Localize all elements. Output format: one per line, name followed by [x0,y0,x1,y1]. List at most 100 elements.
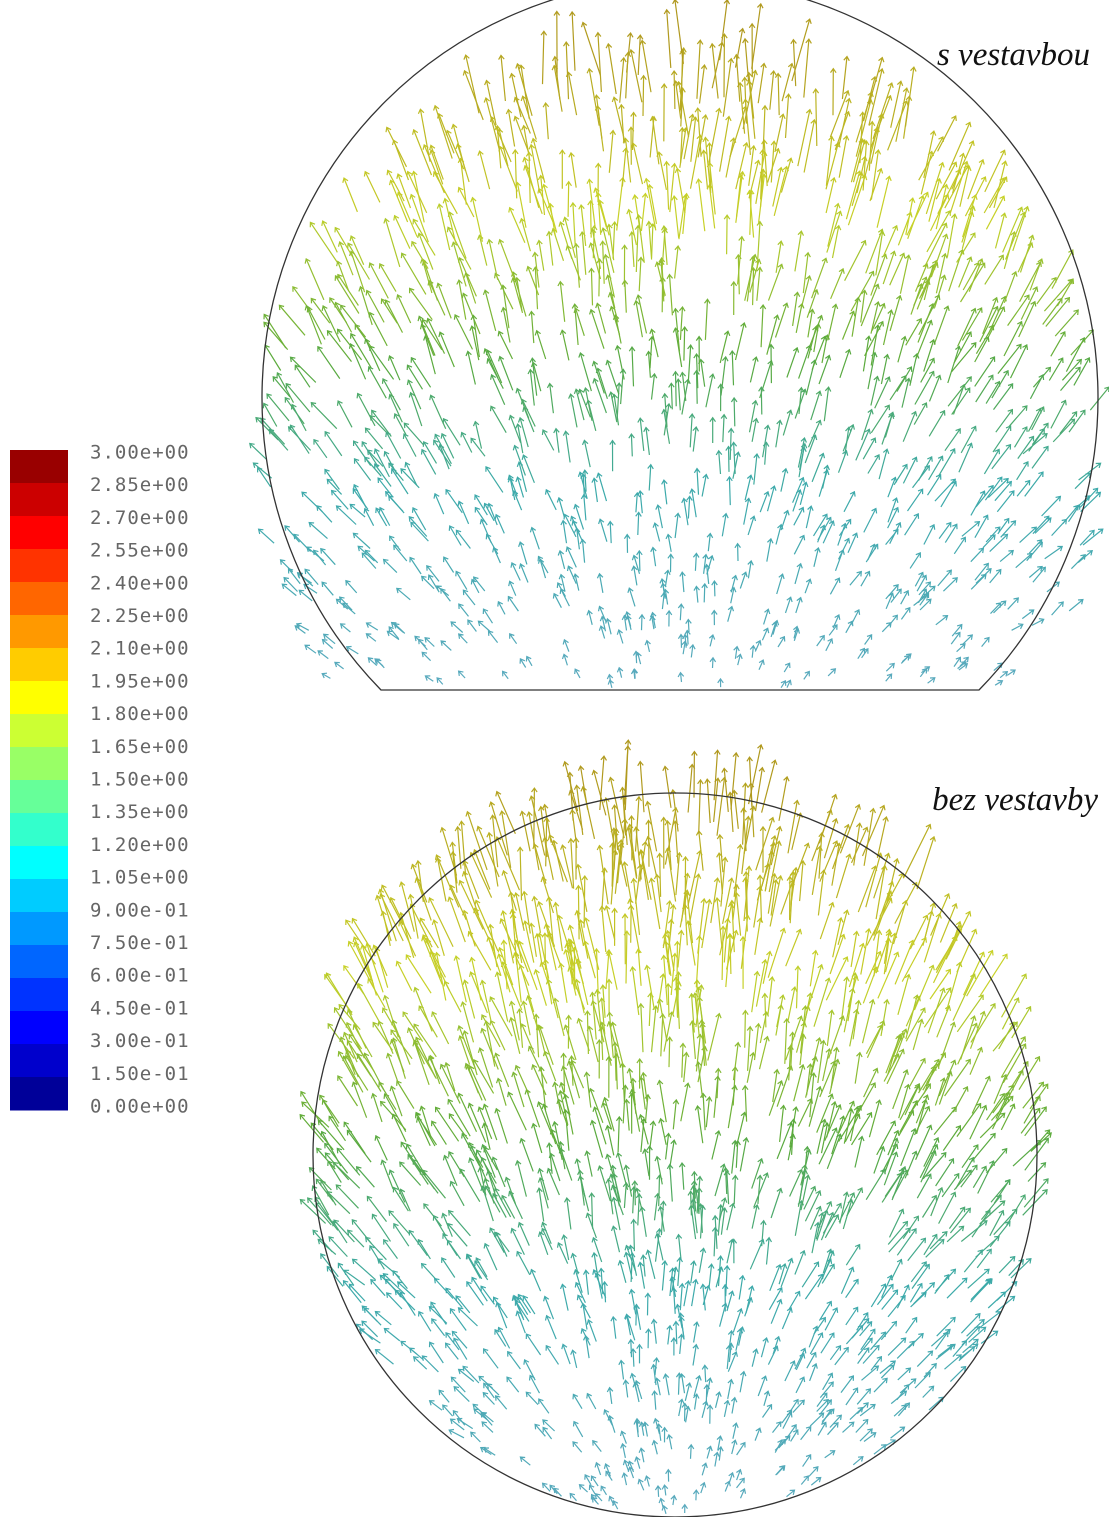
velocity-vector [780,1257,794,1288]
velocity-vector [517,416,529,448]
velocity-vector [948,121,972,171]
velocity-vector [1011,623,1024,631]
velocity-vector [1031,445,1049,469]
velocity-vector [767,927,787,978]
velocity-vector [255,416,279,441]
velocity-vector [668,903,677,948]
velocity-vector [298,589,313,602]
velocity-vector [417,1238,431,1260]
velocity-vector [970,490,986,516]
velocity-vector [616,628,624,644]
velocity-vector [669,1267,676,1297]
velocity-vector [899,254,912,294]
velocity-vector [377,1020,394,1054]
velocity-vector [1073,356,1091,386]
velocity-vector [465,1063,479,1094]
velocity-vector [727,1378,734,1400]
velocity-vector [682,192,690,234]
velocity-vector [910,1261,927,1283]
velocity-vector [467,930,492,971]
velocity-vector [827,202,841,247]
velocity-vector [443,980,462,1013]
velocity-vector [795,1352,806,1371]
velocity-vector [736,1477,745,1489]
velocity-vector [681,1503,688,1514]
velocity-vector [537,174,546,216]
velocity-vector [424,675,434,682]
velocity-vector [905,1007,926,1042]
velocity-vector [909,352,920,386]
velocity-vector [917,455,933,481]
velocity-vector [711,1129,722,1160]
velocity-vector [317,1238,337,1255]
velocity-vector [426,564,440,582]
velocity-vector [879,1360,897,1374]
velocity-vector [570,1349,578,1369]
velocity-vector [573,527,581,550]
velocity-vector [363,507,375,526]
velocity-vector [574,1281,586,1303]
velocity-vector [285,382,311,413]
velocity-vector [611,1172,622,1203]
velocity-vector [631,668,639,679]
velocity-vector [405,954,432,994]
velocity-vector [677,633,685,648]
velocity-vector [649,328,659,358]
velocity-vector [635,1192,643,1226]
velocity-vector [840,1266,855,1295]
velocity-vector [644,964,655,1010]
velocity-vector [660,83,668,142]
velocity-vector [347,940,375,988]
velocity-vector [324,468,340,490]
velocity-vector [389,535,401,551]
velocity-vector [691,750,698,798]
velocity-vector [753,452,760,485]
velocity-vector [683,1279,692,1307]
velocity-vector [969,1046,984,1075]
velocity-vector [979,1112,1006,1139]
velocity-vector [826,1009,835,1047]
velocity-vector [873,1377,888,1393]
velocity-vector [767,263,784,301]
velocity-vector [408,516,428,537]
velocity-vector [810,1476,822,1486]
velocity-vector [457,1307,478,1327]
velocity-vector [644,639,651,653]
velocity-vector [591,1251,599,1280]
velocity-vector [851,1317,870,1339]
velocity-vector [367,449,384,467]
velocity-vector [986,1147,1008,1174]
velocity-vector [812,513,828,537]
velocity-vector [854,1082,876,1119]
velocity-vector [781,1409,793,1424]
velocity-vector [516,1008,524,1048]
velocity-vector [633,491,641,513]
velocity-vector [721,1283,729,1312]
velocity-vector [585,1212,597,1239]
velocity-vector [645,819,652,867]
velocity-vector [909,552,921,569]
velocity-vector [1018,1055,1041,1091]
velocity-vector [869,167,884,202]
velocity-vector [979,953,1008,997]
velocity-vector [1003,320,1023,357]
velocity-vector [918,581,932,596]
velocity-vector [364,942,384,993]
velocity-vector [437,112,455,154]
velocity-vector [326,329,352,362]
velocity-vector [976,1248,992,1269]
velocity-vector [865,228,885,274]
velocity-vector [863,807,877,866]
velocity-vector [938,1070,953,1105]
velocity-vector [617,1259,627,1283]
velocity-vector [968,258,984,292]
velocity-vector [866,1020,886,1058]
velocity-vector [985,526,1001,543]
velocity-vector [574,978,585,1014]
velocity-vector [783,662,791,673]
velocity-vector [704,298,711,340]
velocity-vector [611,1196,621,1231]
velocity-vector [399,1161,422,1186]
velocity-vector [538,1398,550,1414]
velocity-vector [590,1475,599,1487]
